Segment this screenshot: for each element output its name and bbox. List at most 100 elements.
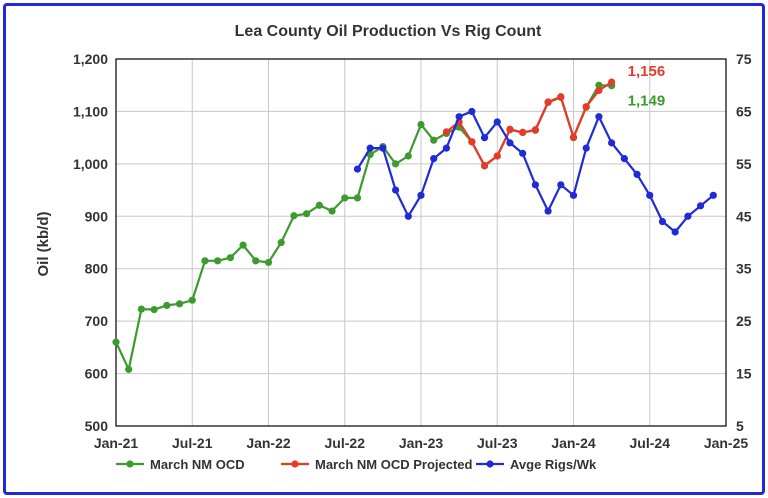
data-point	[125, 365, 133, 373]
y-tick-label: 1,100	[73, 103, 108, 119]
y2-tick-label: 15	[736, 366, 752, 382]
y-tick-label: 700	[85, 313, 109, 329]
annotation-ocd-last: 1,149	[628, 93, 666, 110]
data-point	[442, 128, 451, 136]
data-point	[353, 165, 362, 173]
data-point	[608, 78, 616, 86]
data-point	[442, 144, 451, 152]
data-point	[303, 210, 311, 218]
data-point	[430, 136, 438, 144]
y-tick-label: 500	[85, 418, 109, 434]
x-tick-label: Jul-24	[630, 435, 671, 451]
data-point	[404, 152, 412, 160]
series-line-march-nm-ocd-projected	[445, 81, 613, 167]
data-point	[226, 254, 234, 262]
data-point	[455, 113, 463, 121]
data-point	[188, 296, 196, 304]
y-tick-label: 600	[85, 366, 109, 382]
x-tick-label: Jan-22	[246, 435, 291, 451]
data-point	[404, 212, 412, 220]
data-point	[595, 81, 603, 89]
data-point	[658, 217, 667, 226]
x-axis-ticks: Jan-21 Jul-21 Jan-22 Jul-22 Jan-23 Jul-23 Jan-…	[94, 435, 749, 451]
data-point	[569, 133, 578, 141]
data-point	[633, 170, 641, 178]
y2-tick-label: 65	[736, 103, 752, 119]
y2-tick-label: 5	[736, 418, 744, 434]
x-tick-label: Jul-23	[477, 435, 518, 451]
data-point	[315, 201, 323, 209]
data-point	[341, 194, 349, 202]
legend-item: March NM OCD	[116, 457, 245, 472]
legend-swatch-marker	[291, 460, 299, 468]
y-tick-label: 1,000	[73, 156, 108, 172]
data-point	[519, 149, 527, 157]
data-point	[582, 103, 590, 111]
y2-axis-ticks: 5 15 25 35 45 55 65 75	[736, 51, 752, 434]
data-point	[684, 212, 692, 220]
y2-tick-label: 25	[736, 313, 752, 329]
data-point	[595, 113, 603, 121]
x-tick-label: Jan-23	[399, 435, 444, 451]
chart-title: Lea County Oil Production Vs Rig Count	[235, 23, 542, 40]
data-point	[239, 241, 247, 249]
data-point	[290, 212, 298, 220]
data-point	[252, 257, 260, 265]
data-point	[391, 160, 400, 168]
legend-label: March NM OCD	[150, 457, 245, 472]
data-point	[569, 191, 578, 199]
data-point	[493, 118, 501, 126]
data-point	[696, 202, 705, 210]
data-point	[608, 139, 616, 147]
data-point	[544, 98, 552, 106]
data-point	[112, 338, 120, 346]
data-point	[379, 144, 387, 152]
data-point	[709, 191, 717, 199]
series-avge-rigs-wk	[353, 107, 717, 236]
data-point	[519, 128, 527, 136]
data-point	[506, 139, 514, 147]
y-tick-label: 1,200	[73, 51, 108, 67]
legend-item: March NM OCD Projected	[281, 457, 473, 472]
data-point	[493, 152, 501, 160]
x-tick-label: Jan-25	[704, 435, 749, 451]
data-point	[646, 191, 654, 199]
data-point	[582, 144, 590, 152]
grid-lines	[116, 59, 726, 426]
data-point	[531, 126, 539, 134]
x-tick-label: Jan-24	[551, 435, 596, 451]
data-point	[137, 305, 146, 313]
data-point	[430, 155, 438, 163]
data-point	[417, 120, 425, 129]
data-annotations: 1,156 1,149	[628, 63, 666, 110]
data-point	[480, 134, 489, 142]
data-point	[506, 125, 514, 133]
data-point	[163, 301, 171, 310]
chart-frame: Lea County Oil Production Vs Rig Count O…	[3, 3, 765, 495]
legend-item: Avge Rigs/Wk	[476, 457, 597, 472]
data-point	[150, 306, 158, 314]
data-point	[671, 228, 679, 236]
legend-label: March NM OCD Projected	[315, 457, 473, 472]
x-tick-label: Jan-21	[94, 435, 139, 451]
data-point	[557, 181, 565, 189]
data-point	[468, 107, 476, 116]
y2-tick-label: 35	[736, 261, 752, 277]
legend-label: Avge Rigs/Wk	[510, 457, 597, 472]
legend-swatch-marker	[126, 460, 134, 468]
data-point	[214, 257, 222, 265]
data-point	[264, 258, 273, 267]
y2-tick-label: 75	[736, 51, 752, 67]
plot-area-border	[115, 58, 727, 427]
x-tick-label: Jul-22	[325, 435, 366, 451]
data-point	[391, 186, 400, 194]
y-axis-label: Oil (kb/d)	[35, 212, 52, 277]
data-point	[557, 93, 565, 101]
data-point	[468, 138, 476, 146]
y-tick-label: 900	[85, 208, 109, 224]
legend: March NM OCD March NM OCD Projected Avge R…	[116, 457, 597, 472]
data-point	[175, 300, 184, 308]
data-point	[277, 238, 285, 247]
chart-svg: Lea County Oil Production Vs Rig Count O…	[35, 23, 752, 472]
data-point	[480, 161, 489, 170]
